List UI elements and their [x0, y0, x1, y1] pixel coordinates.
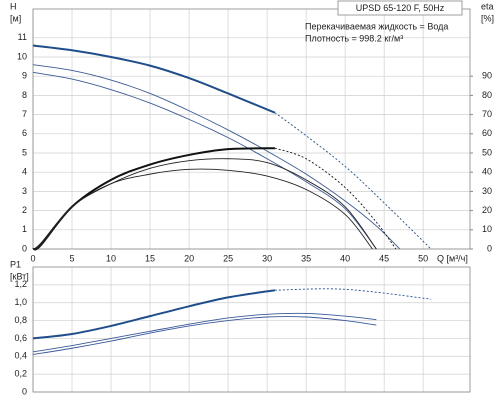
curve: [32, 168, 373, 250]
plot-frame: [32, 8, 471, 250]
curve: [32, 312, 377, 353]
x-tick-label: 10: [106, 253, 116, 263]
y-tick-label: 6: [22, 128, 27, 138]
y-tick-label: 0,6: [14, 333, 27, 343]
y2-tick-label: 60: [482, 128, 492, 138]
y2-tick-label: 50: [482, 147, 492, 157]
y-tick-label: 0,2: [14, 369, 27, 379]
curve: [32, 316, 377, 355]
annotation: Перекачиваемая жидкость = Вода: [305, 21, 448, 31]
y-tick-label: 4: [22, 167, 27, 177]
y2-axis-label: eta: [481, 1, 494, 11]
y-tick-label: 3: [22, 186, 27, 196]
y-tick-label: 2: [22, 205, 27, 215]
y2-tick-label: 0: [487, 243, 492, 253]
x-tick-label: 40: [340, 253, 350, 263]
y-axis-label: P1: [10, 259, 21, 269]
x-tick-label: 35: [301, 253, 311, 263]
y-tick-label: 1,0: [14, 297, 27, 307]
y2-tick-label: 30: [482, 186, 492, 196]
y-tick-label: 0,8: [14, 315, 27, 325]
y2-tick-label: 80: [482, 90, 492, 100]
y-axis-label: [кВт]: [10, 271, 29, 281]
y2-tick-label: 10: [482, 224, 492, 234]
y2-axis-label: [%]: [481, 13, 494, 23]
x-tick-label: 20: [184, 253, 194, 263]
y-tick-label: 10: [17, 51, 27, 61]
y-axis-label: H: [10, 1, 17, 11]
chart-title: UPSD 65-120 F, 50Hz: [356, 3, 445, 13]
x-tick-label: 50: [418, 253, 428, 263]
y-tick-label: 1: [22, 224, 27, 234]
y2-tick-label: 70: [482, 109, 492, 119]
annotation: Плотность = 998.2 кг/м³: [305, 33, 403, 43]
x-tick-label: 30: [262, 253, 272, 263]
title-box: [337, 0, 463, 16]
y-tick-label: 9: [22, 71, 27, 81]
x-tick-label: 5: [70, 253, 75, 263]
curve: [32, 147, 275, 251]
x-tick-label: 25: [223, 253, 233, 263]
y2-tick-label: 90: [482, 71, 492, 81]
y-tick-label: 11: [18, 32, 27, 42]
curve: [32, 64, 401, 250]
y-tick-label: 7: [22, 109, 27, 119]
y-tick-label: 1,2: [14, 279, 27, 289]
curve: [32, 71, 377, 250]
x-tick-label: 15: [145, 253, 155, 263]
y-tick-label: 0,4: [14, 351, 27, 361]
plot-frame: [32, 266, 471, 393]
curve: [32, 289, 276, 340]
y2-tick-label: 40: [482, 167, 492, 177]
x-tick-label: 45: [379, 253, 389, 263]
y-tick-label: 0: [22, 386, 27, 396]
curve: [274, 147, 397, 250]
y-tick-label: 8: [22, 90, 27, 100]
y-axis-label: [м]: [10, 13, 21, 23]
y-tick-label: 5: [22, 147, 27, 157]
y2-tick-label: 20: [482, 205, 492, 215]
curve: [274, 112, 432, 250]
curve: [32, 44, 276, 114]
x-tick-label: 0: [30, 253, 35, 263]
curve: [274, 288, 432, 300]
x-axis-label: Q [м³/ч]: [437, 253, 468, 263]
y-tick-label: 0: [22, 243, 27, 253]
